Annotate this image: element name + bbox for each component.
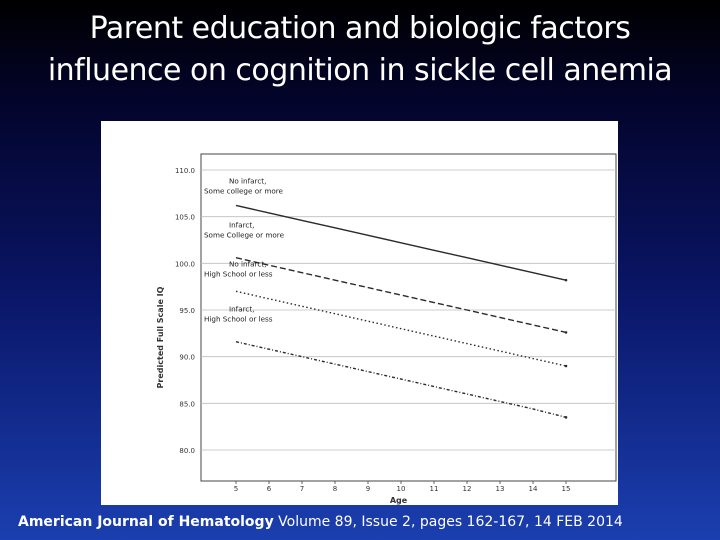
series-end-point: [564, 278, 568, 282]
series-end-point: [564, 331, 568, 334]
x-tick-label: 13: [496, 485, 505, 493]
slide-title-line-1: Parent education and biologic factors: [89, 11, 631, 46]
series-line: [235, 341, 567, 419]
series-end-point: [564, 364, 568, 368]
slide-title-line-2: influence on cognition in sickle cell an…: [47, 53, 673, 88]
y-tick-label: 80.0: [179, 447, 195, 455]
x-tick-label: 14: [529, 485, 538, 493]
series-label: Infarct,: [229, 221, 254, 230]
x-tick-label: 8: [333, 485, 337, 493]
x-tick-label: 7: [300, 485, 304, 493]
y-tick-label: 110.0: [175, 167, 195, 175]
slide-title: Parent education and biologic factors in…: [0, 8, 720, 92]
y-axis-label: Predicted Full Scale IQ: [156, 286, 165, 388]
citation: American Journal of Hematology Volume 89…: [18, 514, 718, 530]
chart-figure: 110.0 105.0 100.0 95.0 90.0 85.0 80.0 5 6 7 8 9 10 11…: [101, 121, 618, 505]
y-tick-label: 105.0: [175, 214, 195, 222]
y-tick-label: 90.0: [179, 354, 195, 362]
x-tick-label: 6: [267, 485, 272, 493]
series-label: Infarct,: [229, 305, 254, 314]
series-end-point: [564, 416, 568, 419]
citation-details: Volume 89, Issue 2, pages 162-167, 14 FE…: [273, 514, 623, 530]
series-label: No infarct,: [229, 176, 266, 185]
x-tick-label: 10: [397, 485, 406, 493]
y-tick-label: 85.0: [179, 400, 195, 408]
series-label: No infarct,: [229, 259, 266, 268]
x-tick-label: 5: [234, 485, 238, 493]
plot-frame: [200, 153, 617, 482]
series-label: High School or less: [204, 315, 273, 324]
x-tick-label: 15: [562, 485, 571, 493]
x-tick-label: 12: [463, 485, 472, 493]
x-tick-label: 11: [430, 485, 439, 493]
series-label: High School or less: [204, 269, 273, 278]
x-axis-label: Age: [390, 496, 408, 505]
series-label: Some college or more: [204, 186, 284, 195]
x-tick-label: 9: [366, 485, 370, 493]
y-tick-label: 95.0: [179, 307, 195, 315]
citation-journal: American Journal of Hematology: [18, 514, 274, 530]
series-label: Some College or more: [204, 231, 285, 240]
iq-by-age-chart: 110.0 105.0 100.0 95.0 90.0 85.0 80.0 5 6 7 8 9 10 11…: [156, 153, 617, 505]
series-line: [235, 257, 567, 334]
y-tick-label: 100.0: [175, 260, 195, 268]
series-line: [235, 204, 567, 281]
series-line: [235, 290, 567, 367]
